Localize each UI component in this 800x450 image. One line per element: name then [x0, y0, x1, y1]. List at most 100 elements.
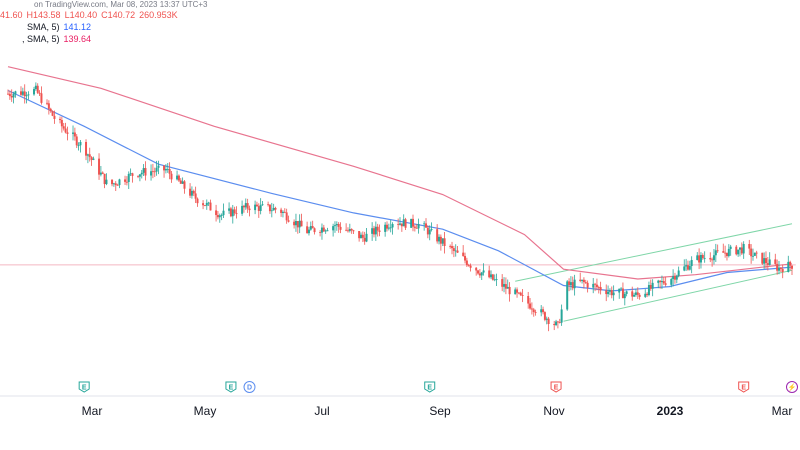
candle: [300, 213, 303, 227]
candle-body: [649, 285, 652, 289]
candle: [439, 234, 442, 251]
candle-body: [287, 220, 290, 222]
candle-body: [488, 270, 491, 278]
candle-body: [404, 219, 407, 228]
candle: [568, 278, 571, 292]
volume-value: 260.953K: [139, 10, 178, 20]
candle-body: [534, 312, 537, 313]
candle-body: [203, 205, 206, 207]
candle-body: [568, 281, 571, 285]
candle-body: [233, 209, 236, 214]
candle-body: [285, 212, 288, 221]
candle: [503, 277, 506, 293]
candle-body: [397, 224, 400, 225]
candle: [399, 217, 401, 226]
candle-body: [560, 309, 563, 323]
candle: [495, 273, 498, 287]
candle-body: [183, 181, 186, 189]
candle-body: [722, 251, 725, 253]
candle: [66, 126, 69, 141]
candle: [631, 286, 634, 301]
event-marker-earnings_future: E: [738, 381, 750, 393]
candle: [103, 173, 106, 189]
candle: [114, 181, 117, 191]
candle-body: [216, 215, 219, 218]
candle: [257, 203, 260, 218]
candle: [85, 139, 88, 161]
candle-body: [787, 261, 790, 273]
candle: [77, 142, 80, 151]
candle: [703, 251, 706, 263]
event-marker-earnings: E: [78, 381, 90, 393]
candle: [764, 251, 767, 269]
candle-body: [34, 85, 37, 90]
candle: [699, 252, 702, 269]
candle: [701, 253, 704, 260]
candle-body: [711, 259, 714, 261]
candle-body: [428, 229, 431, 235]
candle-body: [725, 252, 728, 257]
candle: [40, 86, 43, 105]
candle: [46, 99, 49, 106]
candle: [112, 182, 115, 187]
candle-body: [62, 126, 65, 129]
candle-body: [688, 266, 691, 270]
candle-body: [452, 248, 455, 251]
event-marker-earnings: E: [225, 381, 237, 393]
candle: [181, 177, 184, 185]
candle: [189, 183, 192, 198]
candle-body: [192, 190, 195, 194]
candle-body: [345, 229, 348, 231]
candle: [566, 280, 569, 311]
candle: [662, 277, 665, 286]
candle-body: [207, 202, 210, 204]
candle-body: [412, 218, 415, 227]
candle-body: [151, 171, 154, 173]
candle-body: [491, 274, 494, 280]
candle-body: [10, 96, 13, 98]
candle-body: [493, 279, 496, 281]
sma-slow-label: , SMA, 5): [22, 34, 60, 44]
candle: [625, 290, 628, 297]
candle: [501, 274, 504, 292]
candle-body: [25, 95, 28, 97]
event-label: ⚡: [788, 383, 797, 392]
candle: [532, 307, 535, 317]
candle: [696, 252, 699, 261]
candle: [618, 288, 621, 299]
candle: [521, 289, 524, 303]
candle-body: [608, 290, 611, 292]
candle-body: [542, 309, 545, 313]
candle-body: [517, 292, 520, 294]
high-value: H143.58: [26, 10, 61, 20]
candle: [153, 167, 156, 177]
candle: [633, 292, 636, 297]
candle-body: [335, 224, 338, 226]
candle-body: [114, 183, 117, 185]
candle: [248, 205, 251, 217]
candle-body: [222, 210, 225, 216]
candle: [584, 279, 587, 284]
candle: [129, 168, 132, 177]
candle-body: [443, 238, 446, 247]
candle: [319, 230, 322, 237]
candle-body: [495, 279, 498, 280]
candle-body: [543, 312, 546, 320]
candle-body: [59, 118, 62, 121]
candle-body: [766, 263, 769, 265]
time-axis-layer: Mar May Jul Sep Nov 2023 Mar: [82, 404, 793, 418]
candle: [348, 223, 351, 233]
candle: [358, 230, 361, 242]
candle: [335, 221, 338, 231]
candle: [20, 86, 23, 97]
candle-body: [350, 229, 353, 231]
candle: [179, 178, 182, 184]
candle: [774, 253, 777, 266]
candle-body: [261, 204, 264, 206]
candle-body: [540, 309, 543, 313]
candle-body: [46, 102, 49, 104]
candle-body: [774, 259, 777, 264]
candle-body: [612, 292, 615, 296]
candle-body: [781, 269, 784, 273]
